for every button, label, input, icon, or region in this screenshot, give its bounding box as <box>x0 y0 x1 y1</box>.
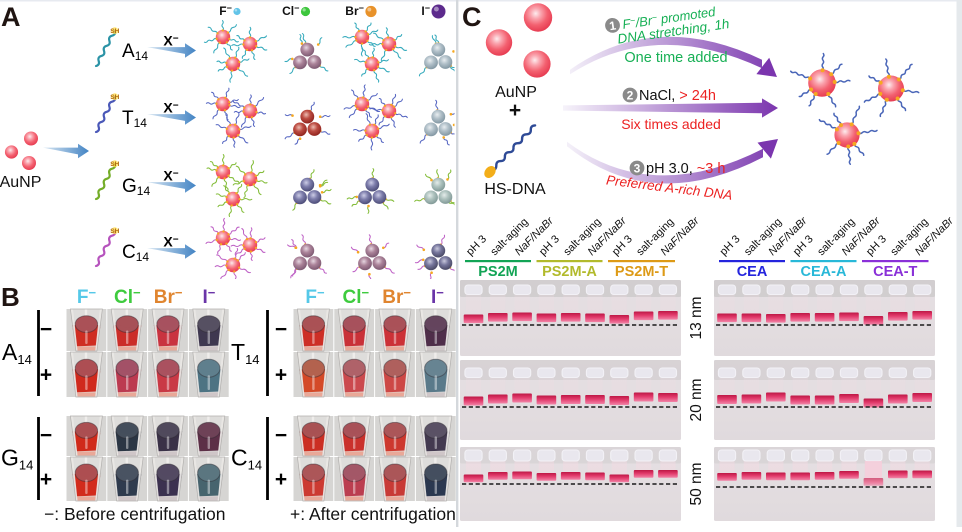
svg-text:HS-DNA: HS-DNA <box>484 181 546 198</box>
svg-text:−: − <box>40 424 52 447</box>
svg-text:+: + <box>40 468 52 491</box>
svg-text:A: A <box>1 2 21 32</box>
svg-text:−: − <box>275 318 287 341</box>
svg-text:+: + <box>40 364 52 387</box>
svg-text:20 nm: 20 nm <box>688 378 705 421</box>
svg-text:Six times added: Six times added <box>621 116 721 132</box>
svg-text:−: Before centrifugation: −: Before centrifugation <box>44 504 225 524</box>
svg-text:SH: SH <box>110 28 119 35</box>
svg-text:SH: SH <box>110 228 119 235</box>
svg-text:50 nm: 50 nm <box>688 462 705 505</box>
svg-text:NaCl, > 24h: NaCl, > 24h <box>639 88 716 104</box>
svg-text:One time added: One time added <box>624 50 727 66</box>
svg-text:+: + <box>509 99 521 122</box>
svg-text:+: + <box>275 364 287 387</box>
svg-text:C: C <box>462 2 482 32</box>
svg-text:−: − <box>275 424 287 447</box>
svg-text:CEA: CEA <box>737 264 768 280</box>
svg-text:−: − <box>40 318 52 341</box>
svg-text:CEA-T: CEA-T <box>873 264 917 280</box>
svg-text:13 nm: 13 nm <box>688 296 705 339</box>
svg-text:pH 3.0, ~3 h: pH 3.0, ~3 h <box>646 161 725 177</box>
svg-text:+: After centrifugation: +: After centrifugation <box>290 504 456 524</box>
svg-text:+: + <box>275 468 287 491</box>
svg-text:PS2M-A: PS2M-A <box>542 264 597 280</box>
svg-text:2: 2 <box>627 88 634 102</box>
svg-text:CEA-A: CEA-A <box>801 264 847 280</box>
svg-text:B: B <box>1 282 20 312</box>
svg-text:3: 3 <box>634 161 641 175</box>
svg-text:SH: SH <box>110 161 119 168</box>
svg-text:SH: SH <box>110 94 119 101</box>
svg-text:AuNP: AuNP <box>0 174 41 191</box>
svg-text:PS2M-T: PS2M-T <box>615 264 668 280</box>
svg-text:PS2M: PS2M <box>478 264 518 280</box>
